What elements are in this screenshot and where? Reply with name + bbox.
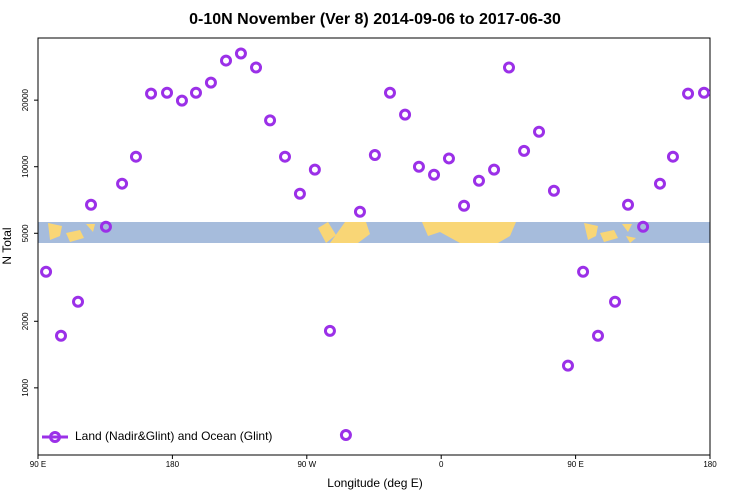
point bbox=[561, 359, 574, 372]
point bbox=[278, 150, 291, 163]
y-tick-label: 1000 bbox=[21, 378, 30, 396]
point bbox=[323, 324, 336, 337]
point bbox=[637, 220, 650, 233]
x-tick-label: 180 bbox=[166, 460, 180, 469]
point bbox=[502, 61, 515, 74]
point bbox=[682, 87, 695, 100]
map-strip bbox=[38, 222, 710, 243]
point bbox=[577, 265, 590, 278]
point bbox=[458, 199, 471, 212]
point bbox=[308, 163, 321, 176]
point bbox=[609, 295, 622, 308]
legend-marker bbox=[49, 431, 61, 443]
point bbox=[339, 429, 352, 442]
x-tick-label: 90 E bbox=[567, 460, 583, 469]
point bbox=[518, 144, 531, 157]
x-tick-label: 0 bbox=[439, 460, 444, 469]
y-axis-title: N Total bbox=[0, 227, 14, 264]
point bbox=[698, 86, 711, 99]
point bbox=[145, 87, 158, 100]
point bbox=[85, 198, 98, 211]
legend-label: Land (Nadir&Glint) and Ocean (Glint) bbox=[75, 429, 272, 443]
point bbox=[472, 174, 485, 187]
point bbox=[428, 168, 441, 181]
point bbox=[129, 150, 142, 163]
point bbox=[622, 198, 635, 211]
point bbox=[264, 114, 277, 127]
point bbox=[234, 47, 247, 60]
y-tick-label: 5000 bbox=[21, 224, 30, 242]
point bbox=[533, 125, 546, 138]
point bbox=[653, 177, 666, 190]
point bbox=[220, 54, 233, 67]
point bbox=[116, 177, 129, 190]
point bbox=[399, 108, 412, 121]
point bbox=[204, 76, 217, 89]
point bbox=[250, 61, 263, 74]
point bbox=[383, 86, 396, 99]
point bbox=[99, 220, 112, 233]
point bbox=[293, 187, 306, 200]
x-tick-label: 90 E bbox=[30, 460, 46, 469]
point bbox=[488, 163, 501, 176]
point bbox=[189, 86, 202, 99]
legend: Land (Nadir&Glint) and Ocean (Glint) bbox=[42, 429, 272, 443]
point bbox=[72, 295, 85, 308]
y-tick-label: 2000 bbox=[21, 312, 30, 330]
point bbox=[547, 184, 560, 197]
point bbox=[175, 94, 188, 107]
point bbox=[54, 329, 67, 342]
y-tick-label: 10000 bbox=[21, 155, 30, 178]
chart-title: 0-10N November (Ver 8) 2014-09-06 to 201… bbox=[189, 11, 561, 28]
x-tick-label: 180 bbox=[703, 460, 717, 469]
plot-frame bbox=[37, 37, 711, 456]
x-tick-label: 90 W bbox=[297, 460, 316, 469]
y-tick-label: 20000 bbox=[21, 88, 30, 111]
point bbox=[368, 148, 381, 161]
point bbox=[592, 329, 604, 342]
point bbox=[40, 265, 53, 278]
x-axis-title: Longitude (deg E) bbox=[327, 476, 422, 490]
point bbox=[412, 160, 425, 173]
point bbox=[666, 150, 679, 163]
point bbox=[161, 86, 174, 99]
point bbox=[442, 152, 455, 165]
point bbox=[353, 205, 366, 218]
